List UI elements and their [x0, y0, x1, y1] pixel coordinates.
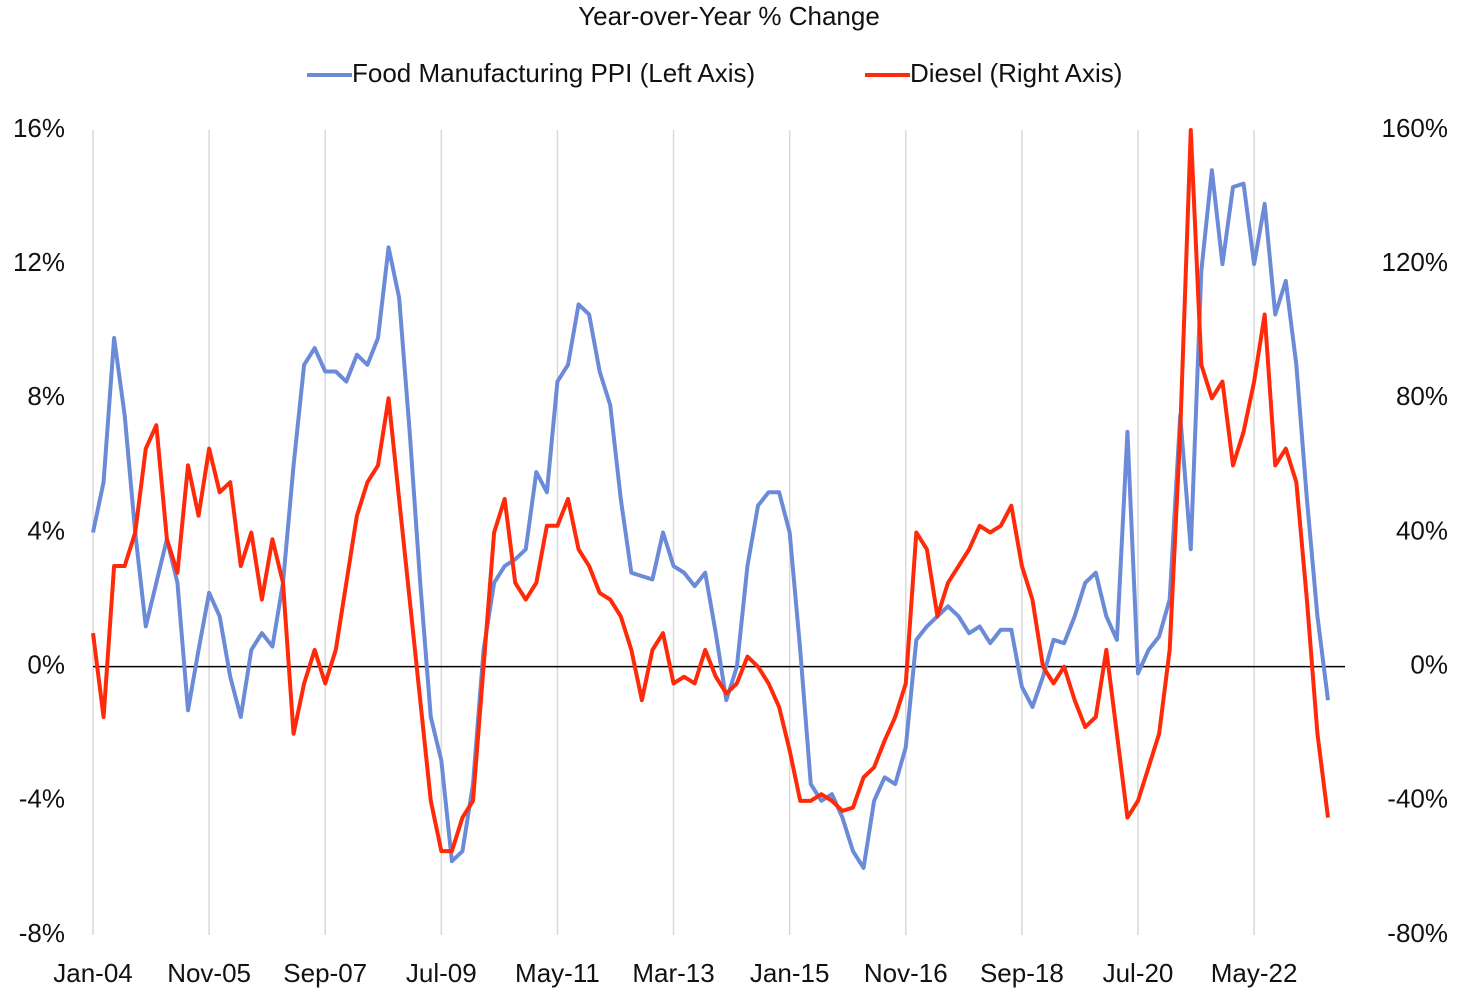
x-tick-label: Sep-18	[980, 958, 1064, 988]
y-tick-label: 12%	[13, 247, 65, 277]
x-tick-label: Mar-13	[632, 958, 714, 988]
series-line	[91, 168, 1330, 870]
y-tick-label: -4%	[19, 784, 65, 814]
y2-tick-label: 160%	[1382, 113, 1449, 143]
x-tick-label: Jul-09	[406, 958, 477, 988]
x-tick-label: May-22	[1211, 958, 1298, 988]
y-tick-label: -8%	[19, 918, 65, 948]
x-tick-label: Jan-04	[53, 958, 133, 988]
x-tick-label: Nov-05	[167, 958, 251, 988]
y2-tick-label: -40%	[1387, 784, 1448, 814]
y2-tick-label: 0%	[1410, 650, 1448, 680]
x-tick-label: Jul-20	[1103, 958, 1174, 988]
y2-tick-label: 120%	[1382, 247, 1449, 277]
y-tick-label: 4%	[27, 515, 65, 545]
y2-tick-label: 40%	[1396, 515, 1448, 545]
legend-label: Diesel (Right Axis)	[910, 58, 1122, 88]
y2-tick-label: 80%	[1396, 381, 1448, 411]
x-tick-label: Jan-15	[750, 958, 830, 988]
series-line	[91, 128, 1330, 854]
y-tick-label: 0%	[27, 650, 65, 680]
x-tick-label: Sep-07	[283, 958, 367, 988]
chart-title: Year-over-Year % Change	[578, 1, 880, 31]
x-tick-label: May-11	[515, 958, 600, 988]
y-tick-label: 8%	[27, 381, 65, 411]
y-tick-label: 16%	[13, 113, 65, 143]
y2-tick-label: -80%	[1387, 918, 1448, 948]
legend-label: Food Manufacturing PPI (Left Axis)	[352, 58, 755, 88]
x-tick-label: Nov-16	[864, 958, 948, 988]
